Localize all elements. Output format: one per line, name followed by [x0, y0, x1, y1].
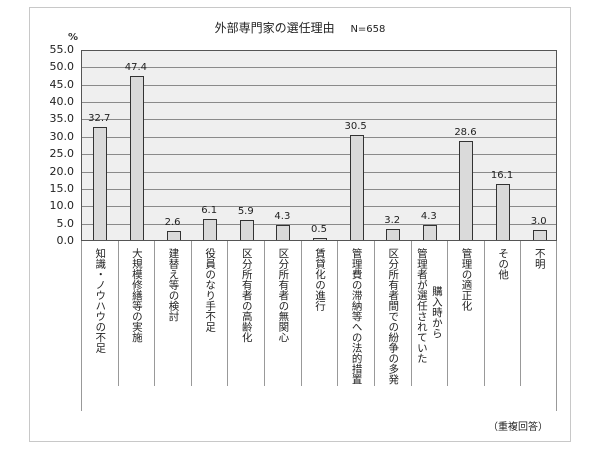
y-tick-label: 25.0 [49, 147, 75, 161]
bar [93, 127, 108, 240]
category-label: 知識・ノウハウの不足 [94, 248, 107, 353]
bar-value-label: 0.5 [311, 224, 327, 236]
category-label: 賃貸化の進行 [314, 248, 326, 311]
category-separator [190, 241, 192, 386]
y-tick-label: 50.0 [49, 60, 75, 74]
gridline [82, 171, 556, 173]
gridline [82, 136, 556, 138]
y-axis-unit: % [68, 32, 79, 43]
category-label: 区分所有者の高齢化 [240, 248, 253, 343]
gridline [82, 188, 556, 190]
chart-title: 外部専門家の選任理由 N=658 [0, 19, 600, 36]
bar [496, 184, 511, 240]
chart-title-text: 外部専門家の選任理由 [214, 21, 335, 35]
category-separator [264, 241, 266, 386]
category-label: 管理費の滞納等への法的措置 [350, 248, 363, 385]
category-label: 管理者が選任されていた [415, 248, 428, 364]
bar [532, 229, 547, 240]
bar-value-label: 6.1 [201, 204, 218, 216]
bar [203, 218, 218, 240]
category-separator [117, 241, 119, 386]
bar [239, 219, 254, 240]
bar [422, 225, 437, 240]
y-tick-label: 45.0 [49, 77, 75, 91]
bar [459, 141, 474, 240]
category-label: 管理の適正化 [460, 248, 473, 311]
gridline [82, 67, 556, 69]
bar-value-label: 2.6 [164, 217, 181, 229]
category-separator [483, 241, 485, 386]
y-tick-label: 40.0 [49, 95, 75, 109]
bar-value-label: 3.2 [384, 214, 401, 226]
gridline [82, 206, 556, 208]
gridline [82, 102, 556, 104]
category-separator [81, 241, 82, 411]
bar-value-label: 30.5 [344, 120, 367, 132]
bar-value-label: 3.0 [530, 215, 547, 227]
bar-value-label: 4.3 [274, 211, 291, 223]
category-label: その他 [497, 248, 510, 280]
bar [276, 225, 291, 240]
category-label: 不明 [533, 248, 546, 269]
plot-area [81, 50, 557, 241]
category-label: 大規模修繕等の実施 [130, 248, 143, 343]
category-label: 区分所有者間での紛争の多発 [387, 248, 400, 385]
bar-value-label: 5.9 [237, 205, 254, 217]
bar-value-label: 47.4 [124, 62, 148, 74]
category-separator [300, 241, 302, 386]
bar [166, 231, 181, 240]
bar [386, 228, 401, 240]
bar [129, 76, 144, 240]
y-tick-label: 10.0 [49, 199, 75, 213]
bar [349, 134, 364, 240]
y-tick-label: 0.0 [56, 234, 75, 247]
y-tick-label: 5.0 [56, 216, 75, 230]
category-label: 購入時から [430, 286, 443, 339]
category-separator [520, 241, 522, 386]
y-tick-label: 55.0 [49, 43, 75, 56]
y-tick-label: 35.0 [49, 112, 75, 126]
y-tick-label: 20.0 [49, 164, 75, 178]
bar-value-label: 32.7 [88, 113, 111, 125]
y-tick-label: 15.0 [49, 181, 75, 195]
category-label: 区分所有者の無関心 [277, 248, 290, 343]
category-separator [154, 241, 156, 386]
bar [313, 238, 327, 240]
category-separator [556, 241, 557, 411]
sample-size: N=658 [350, 24, 386, 35]
gridline [82, 154, 556, 156]
category-label: 建替え等の検討 [167, 248, 180, 322]
gridline [82, 84, 556, 86]
category-separator [447, 241, 449, 386]
gridline [82, 119, 556, 121]
category-label: 役員のなり手不足 [204, 248, 217, 332]
category-separator [410, 241, 412, 386]
category-separator [227, 241, 229, 386]
multiple-answer-note: （重複回答） [488, 422, 548, 433]
y-tick-label: 30.0 [49, 129, 75, 143]
bar-value-label: 16.1 [490, 170, 514, 182]
category-separator [373, 241, 375, 386]
gridline [82, 223, 556, 225]
category-separator [337, 241, 339, 386]
bar-value-label: 4.3 [420, 211, 437, 223]
bar-value-label: 28.6 [454, 127, 477, 139]
